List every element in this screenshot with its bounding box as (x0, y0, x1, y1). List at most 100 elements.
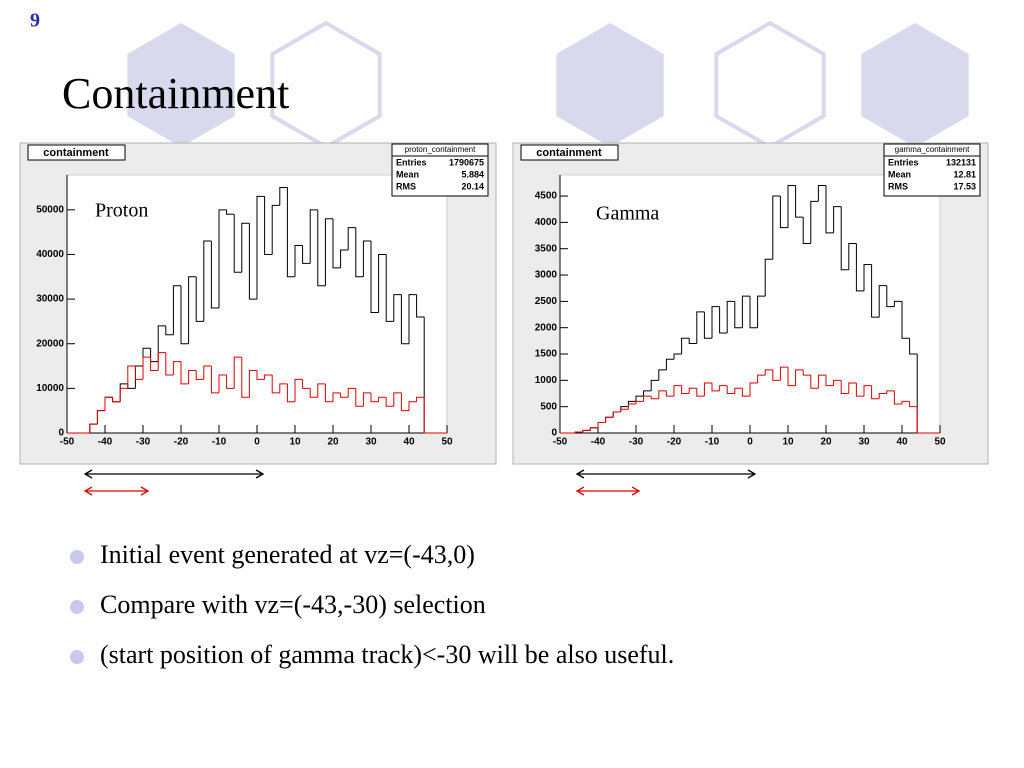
histogram-bin (893, 300, 902, 307)
histogram-bin (711, 306, 720, 339)
histogram-bin (104, 396, 113, 411)
stats-value: 5.884 (461, 169, 484, 179)
x-tick-label: 30 (858, 437, 870, 448)
histogram-bin (597, 421, 606, 428)
histogram-bin (711, 382, 720, 392)
histogram-bin (393, 392, 402, 407)
histogram-bin (400, 392, 409, 412)
y-tick-label: 50000 (36, 204, 64, 215)
histogram-bin (203, 365, 212, 380)
histogram-bin (605, 416, 614, 423)
x-tick-label: -20 (667, 437, 682, 448)
x-tick-label: 30 (365, 437, 377, 448)
histogram-bin (362, 240, 371, 277)
histogram-bin (703, 311, 712, 339)
histogram-bin (726, 385, 735, 395)
histogram-bin (218, 209, 227, 309)
histogram-bin (871, 385, 880, 400)
histogram-bin (385, 397, 394, 407)
histogram-bin (886, 285, 895, 308)
histogram-bin (848, 382, 857, 394)
histogram-bin (650, 396, 659, 400)
histogram-bin (378, 253, 387, 313)
histogram-bin (855, 243, 864, 292)
histogram-bin (378, 396, 387, 402)
histogram-bin (302, 379, 311, 389)
histogram-bin (180, 361, 189, 385)
histogram-bin (271, 374, 280, 394)
histogram-bin (658, 369, 667, 381)
histogram-bin (134, 366, 143, 380)
y-tick-label: 30000 (36, 294, 64, 305)
histogram-bin (324, 218, 333, 286)
annotation: Proton (95, 200, 148, 222)
histogram-bin (226, 209, 235, 215)
histogram-bin (688, 338, 697, 344)
histogram-bin (408, 294, 417, 344)
stats-label: Entries (396, 157, 427, 167)
bullet-dot (70, 650, 84, 664)
histogram-bin (840, 380, 849, 395)
histogram-bin (764, 258, 773, 297)
histogram-bin (286, 187, 295, 278)
histogram-bin (226, 374, 235, 389)
stats-label: Mean (888, 169, 911, 179)
histogram-bin (749, 382, 758, 397)
histogram-bin (673, 385, 682, 397)
x-tick-label: 0 (254, 437, 260, 448)
histogram-bin (635, 395, 644, 402)
histogram-bin (370, 241, 379, 313)
histogram-bin (582, 429, 591, 432)
stats-label: Mean (396, 169, 419, 179)
histogram-bin (400, 294, 409, 345)
histogram-bin (112, 397, 121, 403)
histogram-bin (416, 396, 425, 402)
histogram-bin (893, 390, 902, 405)
x-tick-label: 40 (403, 437, 415, 448)
arrow-head (83, 486, 150, 496)
y-tick-label: 2000 (535, 322, 558, 333)
histogram-bin (302, 245, 311, 264)
histogram-bin (203, 240, 212, 322)
histogram-bin (210, 366, 219, 394)
histogram-bin (294, 378, 303, 402)
hexagon (861, 23, 969, 147)
histogram-bin (878, 285, 887, 318)
x-tick-label: 20 (820, 437, 832, 448)
histogram-bin (703, 382, 712, 397)
histogram-bin (165, 325, 174, 336)
histogram-bin (681, 385, 690, 395)
histogram-bin (241, 222, 250, 273)
histogram-bin (172, 285, 181, 335)
x-tick-label: 10 (289, 437, 301, 448)
histogram-bin (393, 294, 402, 322)
histogram-bin (673, 353, 682, 360)
histogram-bin (863, 264, 872, 291)
histogram-bin (355, 227, 364, 278)
histogram-bin (825, 185, 834, 234)
arrow-head (575, 486, 641, 496)
histogram-bin (696, 311, 705, 344)
histogram-bin (195, 370, 204, 380)
histogram-bin (901, 301, 910, 339)
hexagon (127, 23, 235, 147)
y-tick-label: 40000 (36, 249, 64, 260)
arrow-head (575, 469, 757, 479)
y-tick-label: 2500 (535, 296, 558, 307)
histogram-bin (188, 370, 197, 384)
stats-value: 12.81 (953, 169, 976, 179)
histogram-bin (324, 383, 333, 403)
histogram-bin (749, 296, 758, 329)
histogram-bin (901, 400, 910, 405)
x-tick-label: -40 (98, 437, 113, 448)
title-box (520, 144, 619, 161)
histogram-bin (681, 337, 690, 355)
histogram-bin (696, 388, 705, 397)
bullet-text: Initial event generated at vz=(-43,0) (100, 540, 475, 569)
histogram-chart: 050010001500200025003000350040004500-50-… (512, 142, 989, 465)
histogram-bin (279, 383, 288, 393)
histogram-bin (833, 206, 842, 233)
histogram-bin (779, 366, 788, 381)
histogram-bin (810, 375, 819, 389)
